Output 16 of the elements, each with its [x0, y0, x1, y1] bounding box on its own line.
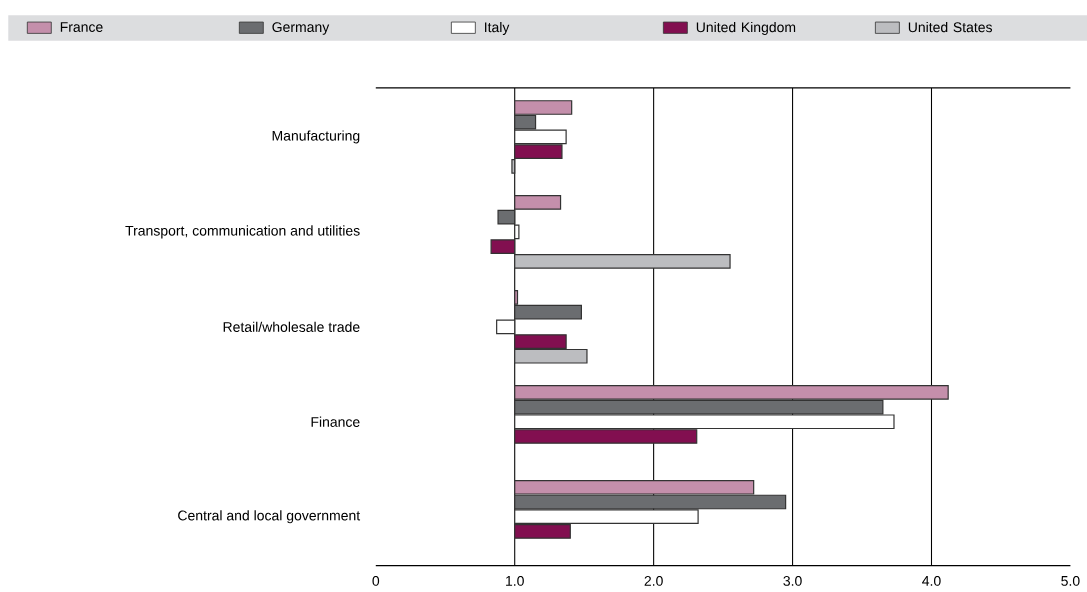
legend-label: Italy — [485, 22, 510, 36]
y-tick-label: Transport, communication and utilities — [125, 225, 360, 239]
x-tick-label: 3.0 — [783, 576, 802, 587]
legend-label: Germany — [272, 22, 330, 35]
x-tick-label: 5.0 — [1061, 576, 1080, 587]
y-tick-label: Retail/wholesale trade — [223, 321, 360, 333]
x-tick-label: 4.0 — [922, 576, 941, 587]
y-tick-label: Central and local government — [178, 510, 361, 524]
legend-label: United Kingdom — [696, 22, 796, 36]
x-tick-label: 0 — [372, 576, 380, 587]
x-tick-label: 1.0 — [506, 576, 524, 587]
y-tick-label: Finance — [311, 416, 360, 428]
legend-label: France — [60, 22, 103, 33]
legend-label: United States — [908, 22, 993, 33]
x-tick-label: 2.0 — [644, 576, 663, 587]
y-tick-label: Manufacturing — [272, 130, 360, 144]
